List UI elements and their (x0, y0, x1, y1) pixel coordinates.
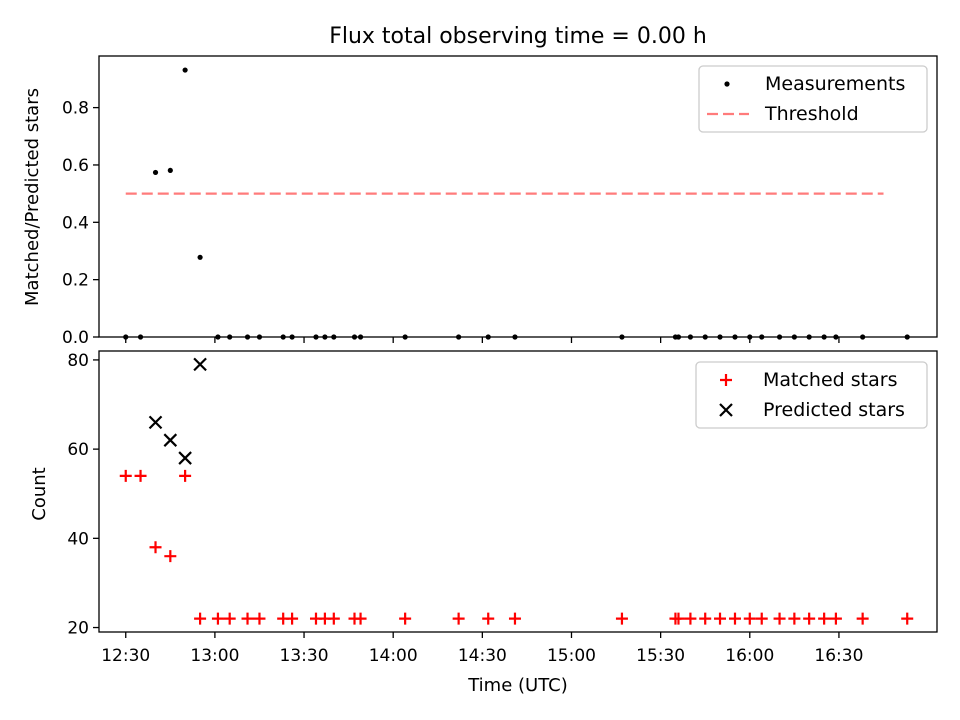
x-tick-label: 12:30 (101, 646, 150, 666)
top-y-tick-label: 0.2 (62, 271, 89, 291)
bottom-legend-box (695, 361, 928, 429)
matched-star-point (223, 612, 236, 625)
x-tick-label: 13:30 (280, 646, 329, 666)
matched-star-point (672, 612, 685, 625)
matched-star-point (399, 612, 412, 625)
top-y-tick-label: 0.0 (62, 328, 89, 348)
bottom-y-axis-label: Count (29, 467, 50, 520)
x-axis-label: Time (UTC) (467, 675, 568, 696)
matched-star-point (856, 612, 869, 625)
matched-star-point (728, 612, 741, 625)
matched-star-point (241, 612, 254, 625)
predicted-star-point (163, 433, 178, 447)
matched-star-point (788, 612, 801, 625)
bottom-y-tick-label: 60 (67, 440, 89, 460)
matched-star-point (253, 612, 266, 625)
legend-threshold-label: Threshold (764, 103, 859, 125)
x-tick-label: 13:00 (190, 646, 239, 666)
matched-star-point (211, 612, 224, 625)
matched-star-point (452, 612, 465, 625)
matched-star-point (714, 612, 727, 625)
x-tick-label: 16:30 (814, 646, 863, 666)
predicted-star-point (193, 357, 207, 372)
matched-star-point (508, 612, 521, 625)
matched-star-point (179, 469, 192, 482)
legend-predicted-marker (719, 403, 733, 417)
top-y-tick-label: 0.8 (62, 99, 89, 119)
measurement-point (167, 167, 173, 174)
matched-star-point (286, 612, 299, 625)
bottom-y-tick-label: 80 (67, 351, 89, 371)
matched-star-point (482, 612, 495, 625)
legend-predicted-label: Predicted stars (763, 399, 905, 421)
legend-measurements-marker (724, 81, 730, 87)
matched-star-point (803, 612, 816, 625)
matched-star-point (119, 469, 132, 482)
matched-star-point (755, 612, 768, 625)
top-chart-panel: Flux total observing time = 0.00 h Match… (22, 24, 938, 348)
matched-star-point (134, 469, 147, 482)
top-y-tick-label: 0.4 (62, 213, 89, 233)
measurement-point (182, 67, 188, 73)
matched-star-point (194, 612, 207, 625)
x-tick-label: 14:00 (369, 646, 418, 666)
matched-star-point (149, 541, 162, 554)
top-plot-frame (98, 55, 938, 338)
bottom-plot-frame (98, 350, 938, 633)
matched-star-point (684, 612, 697, 625)
matched-star-point (164, 550, 177, 563)
x-tick-label: 14:30 (458, 646, 507, 666)
matched-star-point (829, 612, 842, 625)
top-legend: Measurements Threshold (698, 65, 928, 133)
chart-title: Flux total observing time = 0.00 h (329, 24, 707, 49)
x-tick-label: 16:00 (725, 646, 774, 666)
bottom-y-tick-label: 20 (67, 619, 89, 639)
measurement-point (152, 169, 159, 176)
top-legend-box (698, 65, 928, 133)
matched-star-point (818, 612, 831, 625)
matched-star-point (773, 612, 786, 625)
legend-measurements-label: Measurements (765, 73, 905, 95)
top-y-tick-label: 0.6 (62, 156, 89, 176)
matched-star-point (354, 612, 367, 625)
measurement-point (197, 254, 203, 260)
matched-star-point (699, 612, 712, 625)
x-tick-label: 15:00 (547, 646, 596, 666)
matched-star-point (743, 612, 756, 625)
x-tick-label: 15:30 (636, 646, 685, 666)
matched-star-point (327, 612, 340, 625)
predicted-star-point (148, 415, 163, 430)
bottom-y-tick-label: 40 (67, 529, 89, 549)
top-y-axis-label: Matched/Predicted stars (22, 88, 43, 306)
bottom-chart-panel: Count Time (UTC) 20 40 60 80 12:30 13:00 13:3… (29, 350, 938, 696)
predicted-star-point (178, 451, 192, 465)
legend-matched-marker (720, 374, 732, 386)
matched-star-point (615, 612, 628, 625)
legend-matched-label: Matched stars (763, 369, 897, 391)
bottom-legend: Matched stars Predicted stars (695, 361, 928, 429)
matched-star-point (901, 612, 914, 625)
